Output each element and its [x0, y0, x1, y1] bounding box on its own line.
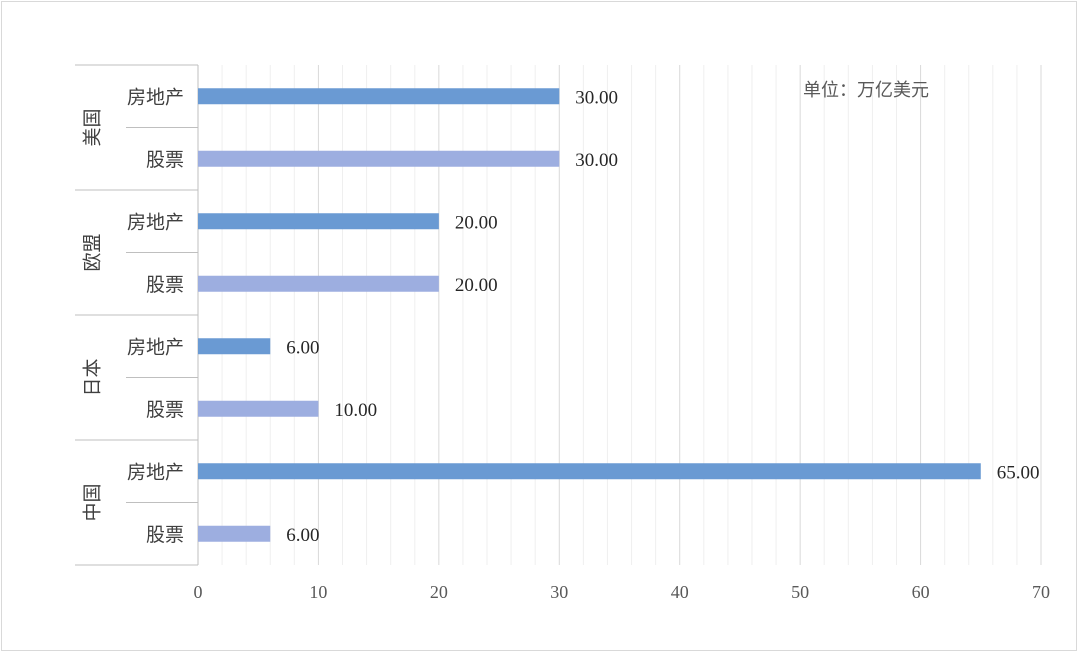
bar: [198, 213, 439, 230]
unit-note: 单位：万亿美元: [803, 80, 929, 101]
bars: [198, 88, 981, 542]
data-label: 65.00: [997, 462, 1040, 483]
item-label: 股票: [146, 274, 184, 296]
x-tick-label: 50: [791, 582, 809, 602]
bar: [198, 463, 981, 480]
data-label: 10.00: [334, 400, 377, 421]
data-label: 6.00: [286, 525, 319, 546]
item-label: 股票: [146, 524, 184, 546]
item-label: 股票: [146, 149, 184, 171]
gridlines: [221, 65, 1042, 565]
group-label: 美国: [82, 108, 104, 146]
data-label: 6.00: [286, 337, 319, 358]
axes: [75, 64, 199, 566]
item-label: 股票: [146, 399, 184, 421]
item-label: 房地产: [127, 86, 184, 108]
x-tick-label: 0: [194, 582, 203, 602]
bar: [198, 275, 439, 292]
group-label: 中国: [82, 483, 104, 521]
x-tick-label: 40: [671, 582, 689, 602]
data-label: 30.00: [575, 87, 618, 108]
x-tick-label: 60: [912, 582, 930, 602]
item-label: 房地产: [127, 336, 184, 358]
bar: [198, 338, 271, 355]
item-label: 房地产: [127, 211, 184, 233]
data-label: 30.00: [575, 150, 618, 171]
bar: [198, 400, 319, 417]
item-label: 房地产: [127, 461, 184, 483]
data-label: 20.00: [455, 275, 498, 296]
group-label: 欧盟: [82, 233, 104, 271]
x-tick-label: 10: [309, 582, 327, 602]
bar: [198, 150, 560, 167]
group-label: 日本: [82, 358, 104, 396]
bar: [198, 88, 560, 105]
data-label: 20.00: [455, 212, 498, 233]
bar: [198, 525, 271, 542]
x-tick-label: 70: [1032, 582, 1050, 602]
x-tick-label: 20: [430, 582, 448, 602]
x-tick-label: 30: [550, 582, 568, 602]
